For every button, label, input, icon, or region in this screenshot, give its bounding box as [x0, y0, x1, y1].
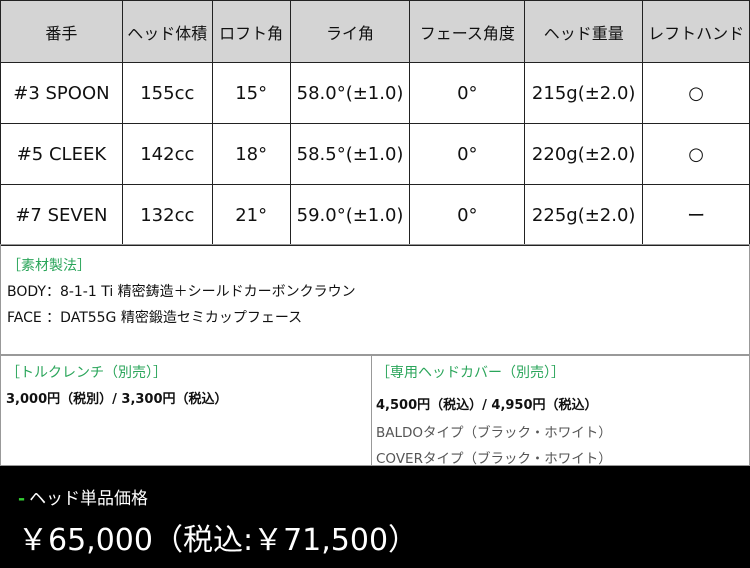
spec-table: 番手 ヘッド体積 ロフト角 ライ角 フェース角度 ヘッド重量 レフトハンド #3… — [0, 0, 750, 246]
cell: 155cc — [121, 62, 213, 124]
cell: ー — [642, 184, 750, 246]
price-footer: - ヘッド単品価格 ￥65,000（税込:￥71,500） — [0, 466, 750, 568]
table-row: #3 SPOON 155cc 15° 58.0°(±1.0) 0° 215g(±… — [0, 62, 750, 124]
cell: 132cc — [121, 184, 213, 246]
cell: 58.0°(±1.0) — [289, 62, 411, 124]
table-row: #7 SEVEN 132cc 21° 59.0°(±1.0) 0° 225g(±… — [0, 184, 750, 246]
header-cell: レフトハンド — [642, 0, 750, 63]
cover-type: BALDOタイプ（ブラック・ホワイト） — [376, 425, 612, 441]
cell: 21° — [211, 184, 291, 246]
cell: 59.0°(±1.0) — [289, 184, 411, 246]
cell: 215g(±2.0) — [524, 62, 644, 124]
header-cell: ヘッド重量 — [524, 0, 644, 63]
cell: #3 SPOON — [0, 62, 123, 124]
cell: 58.5°(±1.0) — [289, 123, 411, 185]
header-row: 番手 ヘッド体積 ロフト角 ライ角 フェース角度 ヘッド重量 レフトハンド — [0, 0, 750, 63]
header-cell: フェース角度 — [409, 0, 526, 63]
torque-price: 3,000円（税別）/ 3,300円（税込） — [6, 392, 228, 407]
cell: 0° — [409, 123, 526, 185]
accessories-section: ［トルクレンチ（別売）］ 3,000円（税別）/ 3,300円（税込） ［専用ヘ… — [0, 355, 750, 467]
cell: #5 CLEEK — [0, 123, 123, 185]
cell: ○ — [642, 123, 750, 185]
material-section: ［素材製法］ BODY：8-1-1 Ti 精密鋳造＋シールドカーボンクラウン F… — [0, 244, 750, 355]
cell: 15° — [211, 62, 291, 124]
material-face: FACE ：DAT55G 精密鍛造セミカップフェース — [7, 310, 303, 326]
cell: 0° — [409, 62, 526, 124]
cell: #7 SEVEN — [0, 184, 123, 246]
cell: 18° — [211, 123, 291, 185]
cell: 225g(±2.0) — [524, 184, 644, 246]
cover-price: 4,500円（税込）/ 4,950円（税込） — [376, 398, 598, 413]
head-cover-panel: ［専用ヘッドカバー（別売）］ 4,500円（税込）/ 4,950円（税込） BA… — [371, 356, 750, 467]
header-cell: 番手 — [0, 0, 123, 63]
material-title: ［素材製法］ — [7, 258, 91, 274]
price-label: ヘッド単品価格 — [29, 489, 149, 509]
price-value: ￥65,000（税込:￥71,500） — [18, 523, 419, 558]
header-cell: ライ角 — [289, 0, 411, 63]
cell: 0° — [409, 184, 526, 246]
cell: ○ — [642, 62, 750, 124]
torque-title: ［トルクレンチ（別売）］ — [6, 365, 167, 381]
accent-dash: - — [18, 489, 26, 509]
cell: 220g(±2.0) — [524, 123, 644, 185]
torque-wrench-panel: ［トルクレンチ（別売）］ 3,000円（税別）/ 3,300円（税込） — [1, 356, 371, 465]
cover-type: COVERタイプ（ブラック・ホワイト） — [376, 451, 612, 467]
header-cell: ロフト角 — [211, 0, 291, 63]
cover-title: ［専用ヘッドカバー（別売）］ — [376, 365, 565, 381]
material-body: BODY：8-1-1 Ti 精密鋳造＋シールドカーボンクラウン — [7, 284, 356, 300]
header-cell: ヘッド体積 — [121, 0, 213, 63]
cell: 142cc — [121, 123, 213, 185]
table-row: #5 CLEEK 142cc 18° 58.5°(±1.0) 0° 220g(±… — [0, 123, 750, 185]
